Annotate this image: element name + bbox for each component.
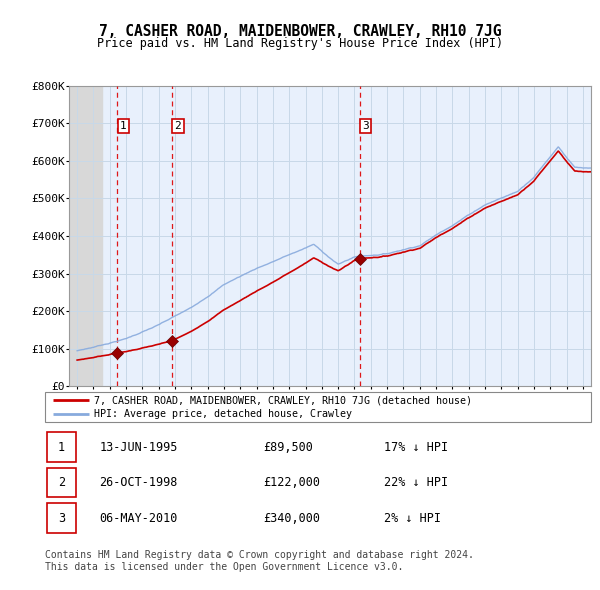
- Text: HPI: Average price, detached house, Crawley: HPI: Average price, detached house, Craw…: [94, 409, 352, 419]
- Text: £89,500: £89,500: [263, 441, 313, 454]
- Text: 13-JUN-1995: 13-JUN-1995: [100, 441, 178, 454]
- FancyBboxPatch shape: [47, 503, 76, 533]
- Text: 26-OCT-1998: 26-OCT-1998: [100, 476, 178, 489]
- FancyBboxPatch shape: [47, 468, 76, 497]
- Text: 3: 3: [362, 121, 369, 131]
- Bar: [69, 86, 101, 386]
- Text: This data is licensed under the Open Government Licence v3.0.: This data is licensed under the Open Gov…: [45, 562, 403, 572]
- Text: 3: 3: [58, 512, 65, 525]
- Text: 7, CASHER ROAD, MAIDENBOWER, CRAWLEY, RH10 7JG: 7, CASHER ROAD, MAIDENBOWER, CRAWLEY, RH…: [99, 24, 501, 38]
- FancyBboxPatch shape: [45, 392, 591, 422]
- FancyBboxPatch shape: [47, 432, 76, 462]
- Text: Price paid vs. HM Land Registry's House Price Index (HPI): Price paid vs. HM Land Registry's House …: [97, 37, 503, 50]
- Text: 1: 1: [120, 121, 127, 131]
- Text: Contains HM Land Registry data © Crown copyright and database right 2024.: Contains HM Land Registry data © Crown c…: [45, 550, 474, 560]
- Text: £340,000: £340,000: [263, 512, 320, 525]
- Text: 2: 2: [175, 121, 181, 131]
- Text: 2% ↓ HPI: 2% ↓ HPI: [383, 512, 440, 525]
- Text: 1: 1: [58, 441, 65, 454]
- Text: 06-MAY-2010: 06-MAY-2010: [100, 512, 178, 525]
- Text: 22% ↓ HPI: 22% ↓ HPI: [383, 476, 448, 489]
- Bar: [69, 86, 101, 386]
- Text: £122,000: £122,000: [263, 476, 320, 489]
- Text: 2: 2: [58, 476, 65, 489]
- Text: 17% ↓ HPI: 17% ↓ HPI: [383, 441, 448, 454]
- Text: 7, CASHER ROAD, MAIDENBOWER, CRAWLEY, RH10 7JG (detached house): 7, CASHER ROAD, MAIDENBOWER, CRAWLEY, RH…: [94, 395, 472, 405]
